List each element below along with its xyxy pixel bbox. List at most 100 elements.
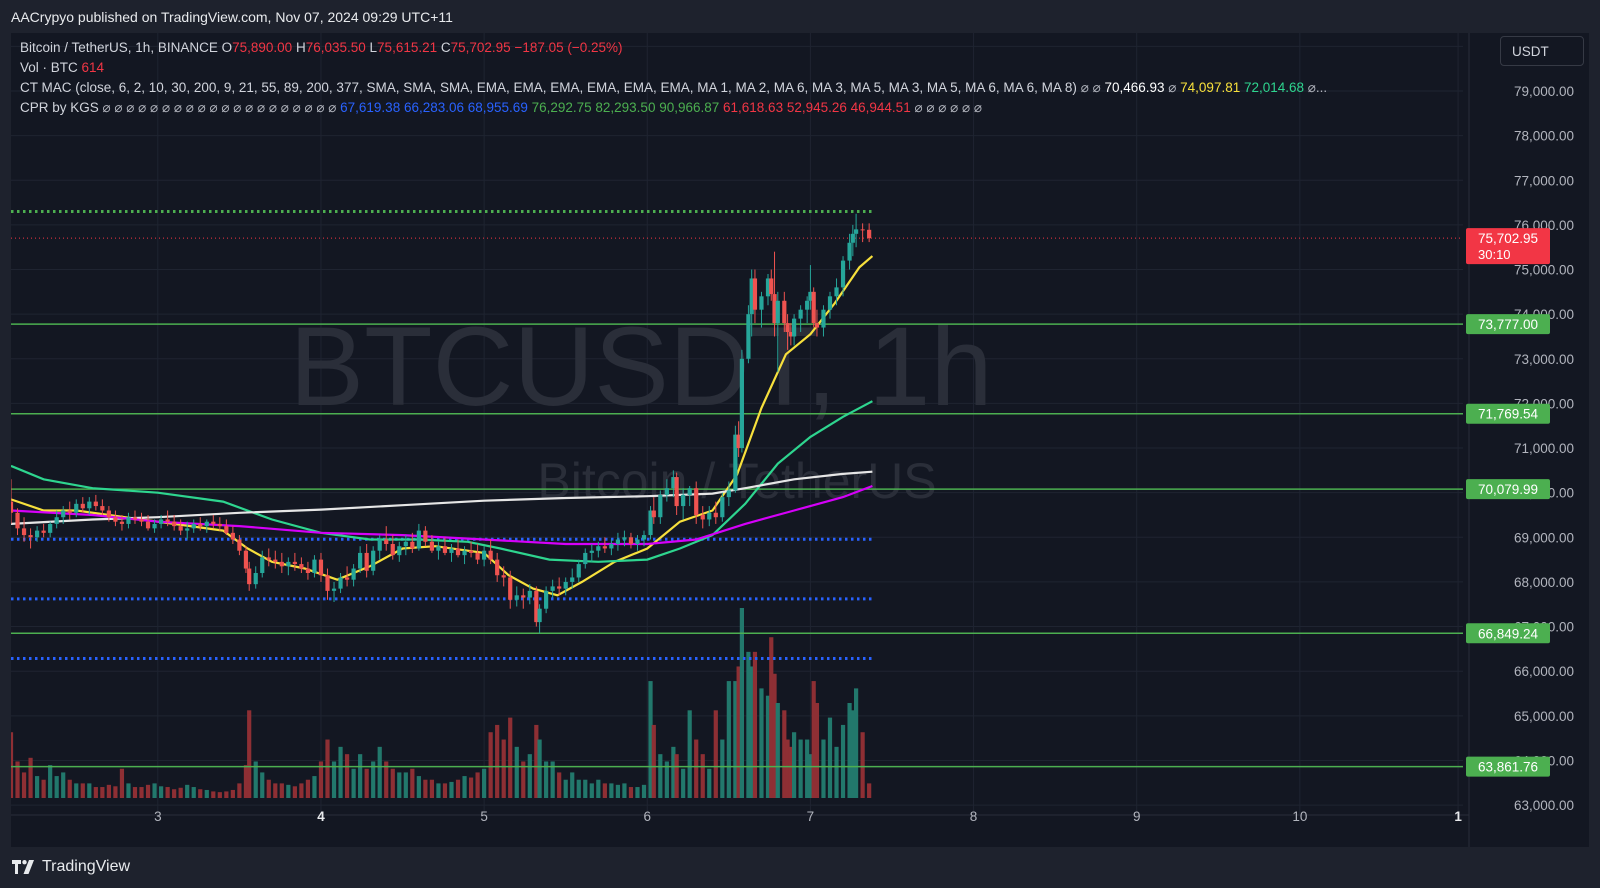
candle[interactable] — [100, 506, 105, 511]
candle[interactable] — [243, 550, 249, 569]
candle[interactable] — [126, 517, 131, 524]
cpr-legend[interactable]: CPR by KGS ⌀ ⌀ ⌀ ⌀ ⌀ ⌀ ⌀ ⌀ ⌀ ⌀ ⌀ ⌀ ⌀ ⌀ ⌀… — [20, 100, 982, 116]
volume-legend[interactable]: Vol · BTC 614 — [20, 60, 104, 75]
candle[interactable] — [508, 577, 513, 600]
candle[interactable] — [87, 501, 92, 509]
candle[interactable] — [351, 568, 356, 580]
candle[interactable] — [775, 300, 780, 324]
candle[interactable] — [139, 519, 144, 522]
candle[interactable] — [589, 550, 594, 553]
candle[interactable] — [635, 539, 640, 544]
candle[interactable] — [152, 523, 157, 529]
candle[interactable] — [384, 539, 389, 544]
candle[interactable] — [814, 323, 820, 328]
candle[interactable] — [106, 510, 111, 518]
candle[interactable] — [28, 535, 33, 538]
candle[interactable] — [681, 494, 686, 507]
candle[interactable] — [544, 590, 549, 609]
candle[interactable] — [299, 564, 304, 569]
candle[interactable] — [11, 501, 14, 513]
candle[interactable] — [788, 332, 793, 337]
candle[interactable] — [834, 287, 839, 297]
candle[interactable] — [377, 539, 382, 551]
candle[interactable] — [687, 488, 692, 495]
candle[interactable] — [397, 546, 402, 556]
candle[interactable] — [746, 314, 751, 359]
candle[interactable] — [583, 552, 588, 565]
candle[interactable] — [312, 559, 317, 574]
candle[interactable] — [237, 539, 242, 551]
candle[interactable] — [468, 550, 474, 553]
candle[interactable] — [67, 510, 72, 513]
candle[interactable] — [211, 521, 216, 524]
candle[interactable] — [694, 488, 699, 515]
candle[interactable] — [798, 309, 803, 319]
candle[interactable] — [700, 514, 705, 520]
candle[interactable] — [550, 586, 555, 591]
candle[interactable] — [752, 278, 758, 310]
candle[interactable] — [576, 564, 581, 578]
candle[interactable] — [785, 323, 790, 333]
candle[interactable] — [853, 229, 859, 234]
candle[interactable] — [371, 550, 376, 571]
candle[interactable] — [765, 278, 771, 297]
candle[interactable] — [93, 501, 98, 507]
candle[interactable] — [720, 497, 725, 518]
candle[interactable] — [191, 523, 196, 529]
candle[interactable] — [501, 575, 506, 578]
candle[interactable] — [482, 550, 487, 560]
candle[interactable] — [664, 488, 669, 495]
candle[interactable] — [641, 535, 647, 540]
candle[interactable] — [364, 552, 369, 571]
candle[interactable] — [733, 434, 738, 491]
candle[interactable] — [596, 546, 601, 551]
candle[interactable] — [726, 490, 731, 498]
candle[interactable] — [707, 512, 712, 520]
candle[interactable] — [736, 434, 741, 449]
candle[interactable] — [769, 278, 774, 295]
candle[interactable] — [390, 543, 395, 556]
candle[interactable] — [840, 260, 846, 288]
candle[interactable] — [651, 510, 656, 518]
candle[interactable] — [158, 519, 164, 524]
candle[interactable] — [266, 557, 271, 560]
price-unit-button[interactable]: USDT — [1500, 36, 1584, 66]
candle[interactable] — [224, 526, 229, 533]
candle[interactable] — [273, 559, 278, 562]
candle[interactable] — [671, 477, 676, 489]
candle[interactable] — [648, 510, 653, 536]
candle[interactable] — [410, 541, 415, 549]
candle[interactable] — [759, 296, 764, 310]
candle[interactable] — [204, 521, 209, 527]
candle[interactable] — [462, 550, 467, 556]
candle[interactable] — [318, 559, 324, 576]
candle[interactable] — [628, 537, 634, 544]
candle[interactable] — [35, 530, 40, 538]
candle[interactable] — [749, 278, 754, 315]
candle[interactable] — [429, 541, 435, 551]
candle[interactable] — [811, 291, 816, 324]
candle[interactable] — [230, 532, 235, 540]
candle[interactable] — [609, 543, 614, 549]
candle[interactable] — [821, 309, 826, 328]
candle[interactable] — [808, 291, 813, 301]
candle[interactable] — [416, 530, 421, 549]
candle[interactable] — [178, 526, 183, 531]
candle[interactable] — [423, 530, 428, 542]
candle[interactable] — [247, 568, 252, 585]
candle[interactable] — [847, 242, 852, 261]
candle[interactable] — [563, 581, 568, 589]
candle[interactable] — [615, 539, 621, 544]
candle[interactable] — [850, 233, 855, 243]
symbol-description[interactable]: Bitcoin / TetherUS, 1h, BINANCE — [20, 40, 218, 55]
candle[interactable] — [260, 557, 265, 574]
candle[interactable] — [557, 586, 562, 589]
candle[interactable] — [358, 552, 363, 569]
candle[interactable] — [537, 608, 542, 623]
candle[interactable] — [827, 296, 833, 310]
candle[interactable] — [867, 229, 872, 239]
candle[interactable] — [21, 528, 27, 536]
candle[interactable] — [132, 517, 138, 520]
